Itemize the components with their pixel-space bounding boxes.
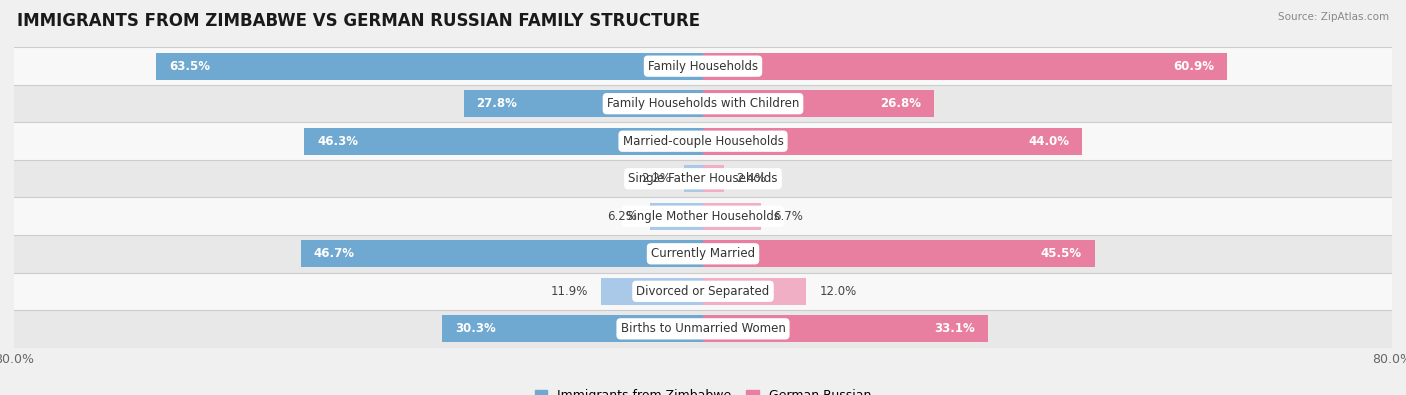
Bar [464, 90, 703, 117]
Text: 30.3%: 30.3% [456, 322, 496, 335]
Text: 12.0%: 12.0% [820, 285, 856, 298]
Text: 27.8%: 27.8% [477, 97, 517, 110]
Text: 46.7%: 46.7% [314, 247, 354, 260]
Bar [14, 47, 1392, 85]
Text: 60.9%: 60.9% [1174, 60, 1215, 73]
Text: 45.5%: 45.5% [1040, 247, 1083, 260]
Bar [14, 235, 1392, 273]
Bar [703, 203, 761, 230]
Bar [14, 160, 1392, 198]
Text: 63.5%: 63.5% [169, 60, 209, 73]
Bar [14, 198, 1392, 235]
Bar [703, 165, 724, 192]
Bar [685, 165, 703, 192]
Text: Family Households with Children: Family Households with Children [607, 97, 799, 110]
Text: Family Households: Family Households [648, 60, 758, 73]
Bar [703, 315, 988, 342]
Bar [703, 240, 1095, 267]
Bar [14, 310, 1392, 348]
Text: 6.2%: 6.2% [607, 210, 637, 223]
Text: Single Father Households: Single Father Households [628, 172, 778, 185]
Text: 44.0%: 44.0% [1028, 135, 1069, 148]
Bar [301, 240, 703, 267]
Text: Source: ZipAtlas.com: Source: ZipAtlas.com [1278, 12, 1389, 22]
Bar [156, 53, 703, 80]
Text: 11.9%: 11.9% [550, 285, 588, 298]
Bar [14, 85, 1392, 122]
Text: Births to Unmarried Women: Births to Unmarried Women [620, 322, 786, 335]
Text: Married-couple Households: Married-couple Households [623, 135, 783, 148]
Bar [703, 128, 1083, 155]
Text: 2.4%: 2.4% [737, 172, 766, 185]
Text: 33.1%: 33.1% [935, 322, 976, 335]
Bar [304, 128, 703, 155]
Text: Divorced or Separated: Divorced or Separated [637, 285, 769, 298]
Text: 6.7%: 6.7% [773, 210, 803, 223]
Text: Single Mother Households: Single Mother Households [626, 210, 780, 223]
Legend: Immigrants from Zimbabwe, German Russian: Immigrants from Zimbabwe, German Russian [530, 384, 876, 395]
Text: 26.8%: 26.8% [880, 97, 921, 110]
Bar [703, 278, 807, 305]
Text: 2.2%: 2.2% [641, 172, 671, 185]
Bar [703, 90, 934, 117]
Bar [14, 273, 1392, 310]
Bar [703, 53, 1227, 80]
Text: IMMIGRANTS FROM ZIMBABWE VS GERMAN RUSSIAN FAMILY STRUCTURE: IMMIGRANTS FROM ZIMBABWE VS GERMAN RUSSI… [17, 12, 700, 30]
Text: Currently Married: Currently Married [651, 247, 755, 260]
Bar [650, 203, 703, 230]
Bar [441, 315, 703, 342]
Bar [14, 122, 1392, 160]
Text: 46.3%: 46.3% [318, 135, 359, 148]
Bar [600, 278, 703, 305]
